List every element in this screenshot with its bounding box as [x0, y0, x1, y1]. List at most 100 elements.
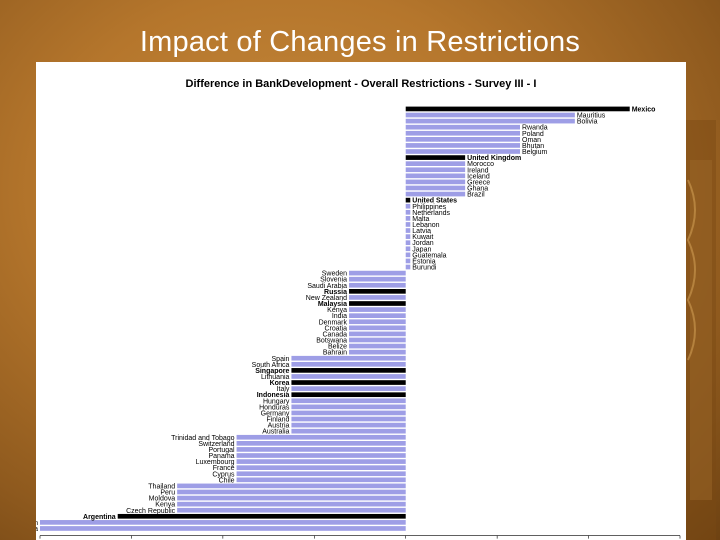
bar-label: Argentina	[83, 514, 116, 521]
bar-label: Russia	[324, 289, 347, 296]
bar	[405, 252, 411, 258]
bar-label: Belize	[328, 344, 347, 351]
bar	[349, 331, 406, 337]
bar-label: Indonesia	[257, 392, 290, 399]
chart-frame: Difference in BankDevelopment - Overall …	[36, 62, 686, 540]
bar	[40, 520, 406, 525]
bar-label: Guyana	[36, 526, 38, 533]
bar	[236, 434, 406, 440]
bar-label: Morocco	[467, 161, 494, 168]
bar	[349, 343, 406, 349]
bar	[236, 477, 406, 483]
bar-label: Croatia	[324, 325, 347, 332]
bar-label: Thailand	[148, 483, 175, 490]
bar-label: Oman	[522, 137, 541, 144]
bar-label: Peru	[160, 490, 175, 497]
bar	[291, 410, 406, 416]
bar-label: Botswana	[316, 338, 347, 345]
bar-label: Canada	[322, 331, 347, 338]
bar-label: Czech Republic	[126, 508, 176, 515]
bar	[405, 155, 466, 160]
bar-label: Moldova	[149, 496, 176, 503]
bar	[349, 276, 406, 282]
bar-label: Brazil	[467, 192, 485, 199]
bar-label: Panama	[208, 453, 234, 460]
bar-label: Chile	[219, 477, 235, 484]
bar	[349, 313, 406, 318]
bar-label: Finland	[266, 417, 289, 424]
bar	[349, 289, 406, 294]
bar-label: Lithuania	[261, 374, 290, 381]
bar-label: Poland	[522, 131, 544, 138]
bar	[405, 112, 575, 118]
bar-label: Australia	[262, 429, 289, 436]
bar-label: Latvia	[412, 228, 431, 235]
bar-label: Luxembourg	[196, 459, 235, 466]
bar	[291, 422, 406, 428]
bar	[349, 319, 406, 325]
bar-label: Mauritius	[577, 113, 606, 120]
bar-label: Korea	[270, 380, 290, 387]
bar	[349, 270, 406, 276]
bar	[291, 416, 406, 422]
bar	[405, 203, 411, 209]
bar-label: France	[213, 465, 235, 472]
bar-label: Burundi	[412, 265, 437, 272]
bar	[291, 361, 406, 367]
bar-label: Bolivia	[577, 119, 598, 126]
bar-label: Denmark	[319, 319, 348, 326]
bar	[405, 167, 466, 173]
chart-title: Difference in BankDevelopment - Overall …	[186, 78, 537, 90]
bar-label: Lebanon	[412, 222, 439, 229]
bar	[349, 349, 406, 355]
bar	[291, 374, 406, 379]
bar	[405, 179, 466, 185]
bar-label: Austria	[268, 423, 290, 430]
bar	[117, 513, 406, 519]
bar-label: Ghana	[467, 186, 488, 193]
bar-label: Jordan	[412, 240, 434, 247]
bar-label: United States	[412, 198, 457, 205]
bar-label: Kuwait	[412, 234, 433, 241]
bar	[405, 130, 520, 136]
bar-label: Mexico	[632, 106, 656, 113]
bar-label: Greece	[467, 179, 490, 186]
bar-label: Malta	[412, 216, 429, 223]
bar-label: New Zealand	[306, 295, 347, 302]
bar	[405, 118, 575, 124]
bar	[177, 507, 406, 513]
bars-layer	[40, 106, 630, 531]
bar	[405, 106, 630, 112]
bar-label: Portugal	[208, 447, 235, 454]
bar	[349, 282, 406, 288]
bar-label: Guatemala	[412, 252, 446, 259]
bar-label: Honduras	[259, 404, 290, 411]
bar-label: United Kingdom	[467, 155, 521, 162]
bar	[177, 483, 406, 489]
bar-label: Philippines	[412, 204, 446, 211]
bar	[405, 173, 466, 179]
bar-label: Tajikistan	[36, 520, 38, 527]
bar-label: Netherlands	[412, 210, 450, 217]
bar-label: Bahrain	[323, 350, 347, 357]
bar	[291, 368, 406, 373]
bar	[405, 234, 411, 239]
bar-label: India	[332, 313, 347, 320]
bar	[40, 526, 406, 531]
bar	[405, 197, 411, 203]
bar-label: Kenya	[327, 307, 347, 314]
bar	[236, 471, 406, 477]
bar-label: Estonia	[412, 258, 435, 265]
bar	[405, 258, 411, 264]
bar-label: South Africa	[252, 362, 290, 369]
bar	[291, 398, 406, 404]
bar	[291, 428, 406, 434]
bar	[405, 161, 466, 166]
bar	[349, 307, 406, 312]
bar	[291, 404, 406, 410]
bar	[349, 295, 406, 300]
bar-label: Sweden	[322, 271, 347, 278]
bar-label: Hungary	[263, 398, 290, 405]
bar	[291, 392, 406, 398]
